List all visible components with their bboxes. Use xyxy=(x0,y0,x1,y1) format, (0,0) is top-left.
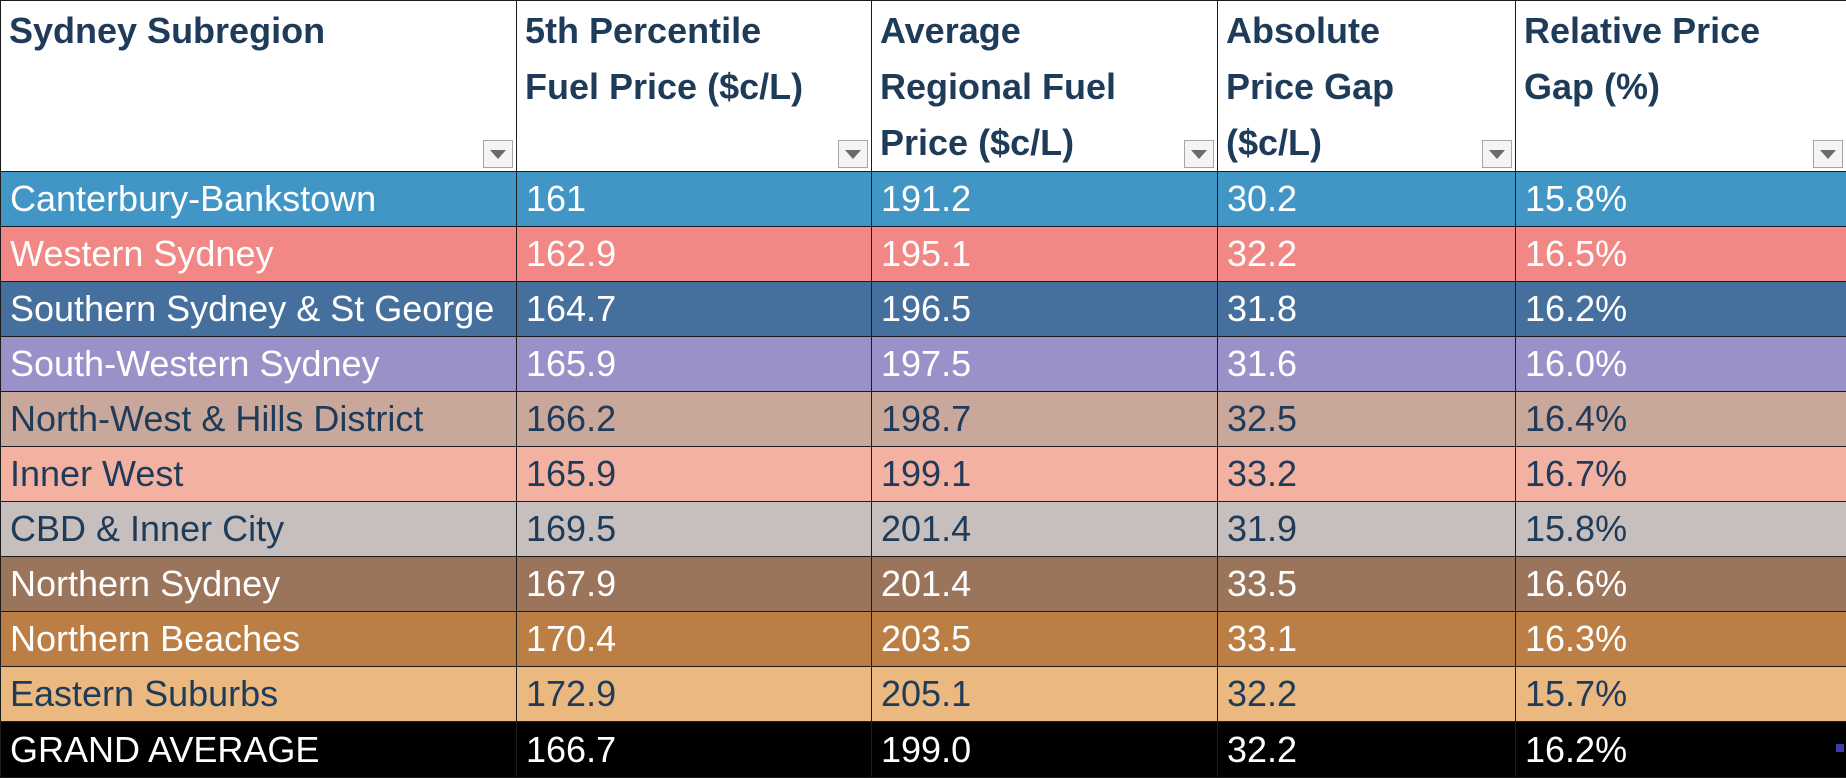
cell-relative-gap[interactable]: 15.8% xyxy=(1516,502,1846,557)
cell-absolute-gap[interactable]: 33.1 xyxy=(1218,612,1516,667)
cell-absolute-gap[interactable]: 31.6 xyxy=(1218,337,1516,392)
cell-relative-gap[interactable]: 16.4% xyxy=(1516,392,1846,447)
cell-average-regional[interactable]: 201.4 xyxy=(872,502,1218,557)
cell-absolute-gap[interactable]: 32.2 xyxy=(1218,667,1516,722)
cell-subregion[interactable]: GRAND AVERAGE xyxy=(1,722,517,778)
col-header-label: Average Regional Fuel Price ($c/L) xyxy=(872,1,1217,171)
cell-relative-gap[interactable]: 16.3% xyxy=(1516,612,1846,667)
table-resize-handle-icon[interactable] xyxy=(1836,744,1844,752)
cell-relative-gap[interactable]: 15.7% xyxy=(1516,667,1846,722)
filter-dropdown-button[interactable] xyxy=(1482,140,1512,168)
cell-average-regional[interactable]: 199.0 xyxy=(872,722,1218,778)
col-header-subregion[interactable]: Sydney Subregion xyxy=(1,1,517,172)
cell-5th-percentile[interactable]: 170.4 xyxy=(517,612,872,667)
filter-dropdown-button[interactable] xyxy=(838,140,868,168)
col-header-label: 5th Percentile Fuel Price ($c/L) xyxy=(517,1,871,115)
cell-absolute-gap[interactable]: 32.2 xyxy=(1218,227,1516,282)
cell-relative-gap[interactable]: 16.7% xyxy=(1516,447,1846,502)
col-header-label: Relative Price Gap (%) xyxy=(1516,1,1846,115)
cell-5th-percentile[interactable]: 169.5 xyxy=(517,502,872,557)
cell-average-regional[interactable]: 198.7 xyxy=(872,392,1218,447)
cell-average-regional[interactable]: 197.5 xyxy=(872,337,1218,392)
header-row: Sydney Subregion 5th Percentile Fuel Pri… xyxy=(1,1,1846,172)
cell-relative-gap[interactable]: 16.0% xyxy=(1516,337,1846,392)
cell-average-regional[interactable]: 201.4 xyxy=(872,557,1218,612)
cell-subregion[interactable]: North-West & Hills District xyxy=(1,392,517,447)
cell-relative-gap[interactable]: 16.2% xyxy=(1516,282,1846,337)
cell-relative-gap[interactable]: 16.6% xyxy=(1516,557,1846,612)
cell-average-regional[interactable]: 203.5 xyxy=(872,612,1218,667)
col-header-absolute-gap[interactable]: Absolute Price Gap ($c/L) xyxy=(1218,1,1516,172)
cell-subregion[interactable]: Eastern Suburbs xyxy=(1,667,517,722)
cell-absolute-gap[interactable]: 30.2 xyxy=(1218,172,1516,227)
cell-absolute-gap[interactable]: 31.9 xyxy=(1218,502,1516,557)
cell-absolute-gap[interactable]: 32.2 xyxy=(1218,722,1516,778)
col-header-label: Absolute Price Gap ($c/L) xyxy=(1218,1,1515,171)
cell-5th-percentile[interactable]: 167.9 xyxy=(517,557,872,612)
cell-5th-percentile[interactable]: 165.9 xyxy=(517,337,872,392)
cell-absolute-gap[interactable]: 33.5 xyxy=(1218,557,1516,612)
grand-average-row: GRAND AVERAGE 166.7 199.0 32.2 16.2% xyxy=(1,722,1846,778)
chevron-down-icon xyxy=(1191,150,1207,159)
cell-absolute-gap[interactable]: 32.5 xyxy=(1218,392,1516,447)
cell-average-regional[interactable]: 205.1 xyxy=(872,667,1218,722)
cell-absolute-gap[interactable]: 31.8 xyxy=(1218,282,1516,337)
cell-average-regional[interactable]: 196.5 xyxy=(872,282,1218,337)
chevron-down-icon xyxy=(490,150,506,159)
cell-5th-percentile[interactable]: 165.9 xyxy=(517,447,872,502)
cell-subregion[interactable]: Western Sydney xyxy=(1,227,517,282)
filter-dropdown-button[interactable] xyxy=(1813,140,1843,168)
cell-average-regional[interactable]: 191.2 xyxy=(872,172,1218,227)
cell-subregion[interactable]: Southern Sydney & St George xyxy=(1,282,517,337)
col-header-relative-gap[interactable]: Relative Price Gap (%) xyxy=(1516,1,1846,172)
cell-5th-percentile[interactable]: 162.9 xyxy=(517,227,872,282)
cell-5th-percentile[interactable]: 166.2 xyxy=(517,392,872,447)
cell-relative-gap[interactable]: 16.5% xyxy=(1516,227,1846,282)
cell-average-regional[interactable]: 199.1 xyxy=(872,447,1218,502)
chevron-down-icon xyxy=(1489,150,1505,159)
filter-dropdown-button[interactable] xyxy=(483,140,513,168)
cell-subregion[interactable]: South-Western Sydney xyxy=(1,337,517,392)
cell-subregion[interactable]: Northern Sydney xyxy=(1,557,517,612)
cell-subregion[interactable]: Northern Beaches xyxy=(1,612,517,667)
col-header-5th-percentile[interactable]: 5th Percentile Fuel Price ($c/L) xyxy=(517,1,872,172)
cell-relative-gap[interactable]: 16.2% xyxy=(1516,722,1846,778)
cell-5th-percentile[interactable]: 166.7 xyxy=(517,722,872,778)
chevron-down-icon xyxy=(845,150,861,159)
cell-subregion[interactable]: Canterbury-Bankstown xyxy=(1,172,517,227)
chevron-down-icon xyxy=(1820,150,1836,159)
cell-subregion[interactable]: Inner West xyxy=(1,447,517,502)
cell-average-regional[interactable]: 195.1 xyxy=(872,227,1218,282)
col-header-average-regional[interactable]: Average Regional Fuel Price ($c/L) xyxy=(872,1,1218,172)
col-header-label: Sydney Subregion xyxy=(1,1,516,59)
filter-dropdown-button[interactable] xyxy=(1184,140,1214,168)
cell-relative-gap[interactable]: 15.8% xyxy=(1516,172,1846,227)
cell-5th-percentile[interactable]: 161 xyxy=(517,172,872,227)
cell-subregion[interactable]: CBD & Inner City xyxy=(1,502,517,557)
cell-absolute-gap[interactable]: 33.2 xyxy=(1218,447,1516,502)
cell-5th-percentile[interactable]: 164.7 xyxy=(517,282,872,337)
cell-5th-percentile[interactable]: 172.9 xyxy=(517,667,872,722)
